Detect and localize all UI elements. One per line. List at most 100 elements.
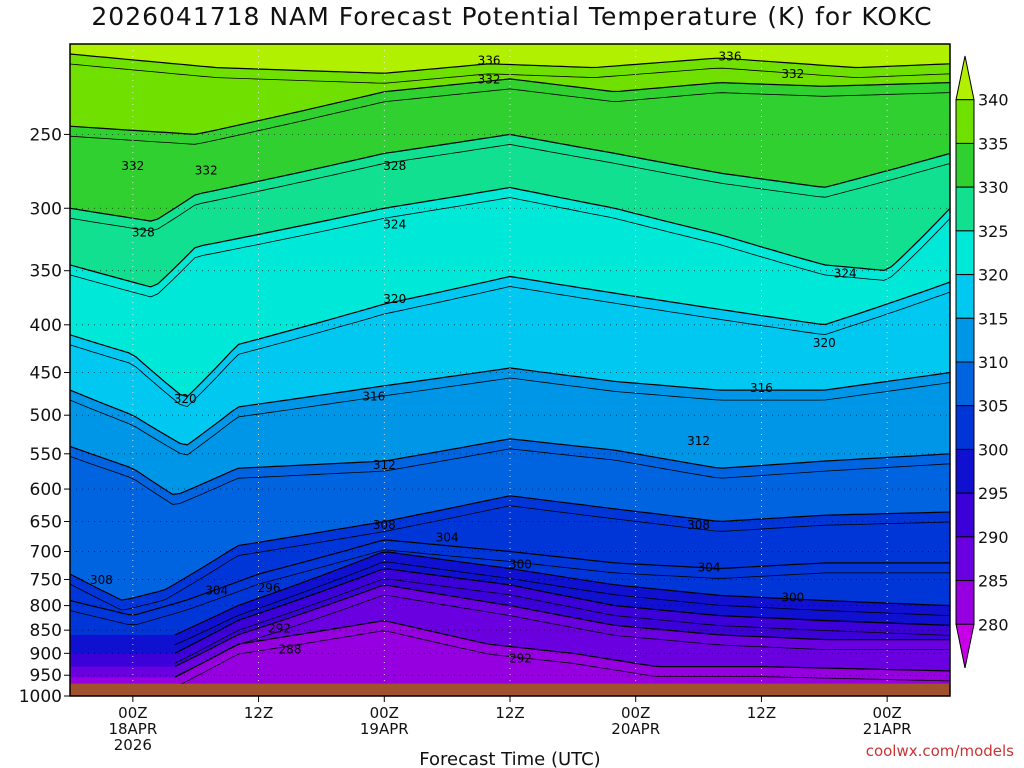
contour-300 [174,551,950,636]
chart-title: 2026041718 NAM Forecast Potential Temper… [91,2,933,31]
contour-label: 304 [205,584,228,598]
x-tick-label: 00Z [872,704,901,722]
contour-label: 316 [750,381,773,395]
contour-label: 320 [813,336,836,350]
colorbar-segment [955,99,975,144]
contour-label: 292 [268,621,291,635]
colorbar-label: 295 [978,484,1009,503]
contour-312 [70,438,950,496]
colorbar-label: 300 [978,440,1009,459]
grid-lines [70,44,950,697]
colorbar-segment [955,55,975,101]
colorbar-segment [955,492,975,538]
colorbar-label: 335 [978,134,1009,153]
contour-label: 320 [174,392,197,406]
contour-288 [174,620,950,678]
y-tick-label: 550 [30,445,62,465]
x-tick-label: 20APR [611,720,660,738]
colorbar-label: 310 [978,353,1009,372]
colorbar-label: 315 [978,309,1009,328]
colorbar-label: 290 [978,528,1009,547]
contour-296 [174,568,950,654]
contour-label: 300 [781,590,804,604]
contour-label: 308 [373,518,396,532]
contour-label: 328 [132,225,155,239]
contour-304 [70,539,950,616]
contour-label: 296 [258,581,281,595]
colorbar-segment [955,405,975,450]
x-tick-label: 12Z [747,704,776,722]
x-axis-label: Forecast Time (UTC) [419,749,600,768]
contour-minor-304 [70,549,950,626]
contour-label: 332 [195,164,218,178]
contour-332 [70,78,950,135]
x-tick-label: 12Z [244,704,273,722]
y-tick-label: 300 [30,199,62,219]
colorbar-segment [955,623,975,669]
contour-minor-320 [70,286,950,408]
contour-label: 304 [698,560,721,574]
band-288 [70,620,950,696]
colorbar-segment [955,361,975,407]
y-tick-label: 1000 [19,687,62,707]
contour-minor-328 [70,143,950,232]
x-tick-label: 2026 [114,736,152,754]
watermark: coolwx.com/models [865,742,1014,760]
contour-label: 288 [279,642,302,656]
x-tick-label: 19APR [360,720,409,738]
y-tick-label: 350 [30,262,62,282]
x-tick-label: 00Z [370,704,399,722]
colorbar-segment [955,274,975,319]
y-tick-label: 600 [30,480,62,500]
x-tick-label: 12Z [495,704,524,722]
contour-label: 328 [383,159,406,173]
colorbar-segment [955,536,975,582]
colorbar: 280 285 290 295 300 305 310 315 320 325 330 335 340 [955,55,1009,669]
contour-label: 312 [373,458,396,472]
y-tick-label: 900 [30,644,62,664]
contour-minor-300 [174,561,950,646]
colorbar-segment [955,580,975,625]
y-tick-label: 750 [30,570,62,590]
potential-temperature-bands [70,44,950,696]
contour-label: 292 [509,651,532,665]
y-tick-label: 850 [30,621,62,641]
contour-minor-324 [70,197,950,298]
contour-label: 332 [121,159,144,173]
ground-surface [70,683,950,696]
y-tick-label: 650 [30,512,62,532]
contour-label: 336 [719,49,742,63]
y-axis: 250 300 350 400 450 500 550 600 650 700 750 800 850 9… [19,125,70,707]
contour-label: 324 [383,218,406,232]
contour-label: 324 [834,267,857,281]
colorbar-label: 320 [978,266,1009,285]
y-tick-label: 800 [30,597,62,617]
colorbar-label: 285 [978,572,1009,591]
x-tick-label: 21APR [863,720,912,738]
contour-label: 336 [478,53,501,67]
y-tick-label: 450 [30,364,62,384]
contour-label: 316 [362,390,385,404]
contour-minor-308 [70,505,950,611]
colorbar-label: 340 [978,91,1009,110]
y-tick-label: 700 [30,543,62,563]
colorbar-segment [955,186,975,232]
colorbar-label: 325 [978,222,1009,241]
x-tick-label: 00Z [621,704,650,722]
contour-label: 332 [781,67,804,81]
y-tick-label: 950 [30,666,62,686]
colorbar-label: 280 [978,615,1009,634]
contour-308 [70,495,950,601]
y-tick-label: 250 [30,125,62,145]
contour-320 [70,275,950,398]
colorbar-segment [955,230,975,276]
contour-292 [174,584,950,668]
colorbar-label: 330 [978,178,1009,197]
contour-minor-288 [174,630,950,688]
contour-minor-332 [70,88,950,145]
colorbar-segment [955,142,975,188]
y-tick-label: 400 [30,316,62,336]
contour-labels: 336 336 332 332 332 332 328 328 324 324 320 320 320 3… [90,49,857,665]
